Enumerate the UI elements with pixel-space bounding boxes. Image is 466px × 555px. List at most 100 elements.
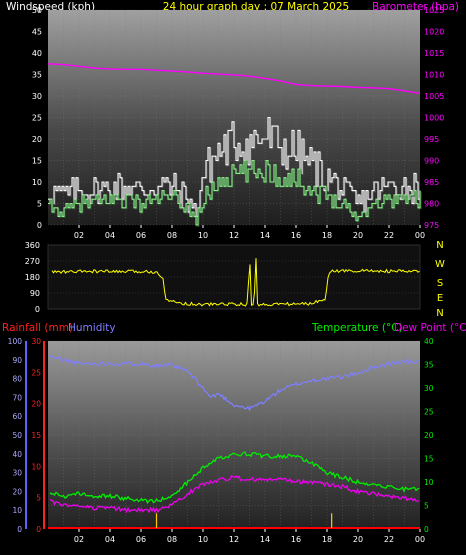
- y-right-tick-label: 990: [424, 157, 439, 166]
- humidity-tick-label: 0: [17, 525, 22, 534]
- temp-tick-label: 0: [424, 525, 429, 534]
- x-tick-label: 14: [260, 231, 270, 240]
- rain-tick-label: 15: [31, 431, 41, 440]
- compass-label: W: [435, 259, 445, 270]
- y-right-tick-label: 980: [424, 200, 439, 209]
- temp-tick-label: 20: [424, 431, 434, 440]
- x-tick-label: 18: [322, 231, 332, 240]
- humidity-tick-label: 90: [12, 356, 22, 365]
- y-right-tick-label: 975: [424, 221, 439, 230]
- humidity-line: [49, 354, 420, 412]
- y-right-tick-label: 1000: [424, 114, 444, 123]
- x-tick-label: 20: [353, 231, 363, 240]
- y-left-tick-label: 50: [32, 6, 42, 15]
- x-tick-label: 04: [105, 231, 115, 240]
- y-right-tick-label: 1025: [424, 6, 444, 15]
- x-tick-label: 02: [74, 535, 84, 544]
- y-right-tick-label: 1010: [424, 71, 444, 80]
- x-tick-label: 00: [415, 231, 425, 240]
- humidity-tick-label: 10: [12, 506, 22, 515]
- humidity-label: Humidity: [68, 322, 116, 334]
- panel3-axes: 0102030405060708090100051015202530051015…: [8, 337, 434, 544]
- x-tick-label: 04: [105, 535, 115, 544]
- barometer-line: [47, 63, 421, 95]
- y-left-tick-label: 45: [32, 28, 42, 37]
- humidity-tick-label: 20: [12, 487, 22, 496]
- direction-tick-label: 0: [35, 305, 40, 314]
- compass-label: N: [436, 240, 443, 251]
- rain-tick-label: 10: [31, 462, 41, 471]
- humidity-tick-label: 50: [12, 431, 22, 440]
- direction-tick-label: 270: [25, 257, 40, 266]
- rain-tick-label: 5: [36, 494, 41, 503]
- y-left-tick-label: 5: [37, 200, 42, 209]
- x-tick-label: 06: [136, 231, 146, 240]
- wind-shadow: [49, 160, 422, 227]
- panel2-series: [51, 258, 420, 307]
- y-left-tick-label: 20: [32, 135, 42, 144]
- x-tick-label: 00: [415, 535, 425, 544]
- dewpoint-line: [49, 474, 420, 514]
- temp-tick-label: 5: [424, 502, 429, 511]
- temp-tick-label: 10: [424, 478, 434, 487]
- x-tick-label: 12: [229, 231, 239, 240]
- x-tick-label: 16: [291, 535, 301, 544]
- temperature-line: [49, 451, 420, 505]
- y-left-tick-label: 10: [32, 178, 42, 187]
- y-left-tick-label: 15: [32, 157, 42, 166]
- wind-line: [48, 159, 421, 226]
- wind-barometer-panel: 0510152025303540455097598098599099510001…: [32, 6, 445, 240]
- temp-tick-label: 15: [424, 455, 434, 464]
- direction-tick-label: 90: [30, 289, 40, 298]
- y-right-tick-label: 985: [424, 178, 439, 187]
- direction-line: [51, 258, 420, 307]
- temp-humidity-panel: 0102030405060708090100051015202530051015…: [8, 337, 434, 544]
- y-left-tick-label: 0: [37, 221, 42, 230]
- temperature-label: Temperature (°C): [311, 322, 403, 334]
- x-tick-label: 06: [136, 535, 146, 544]
- humidity-tick-label: 80: [12, 375, 22, 384]
- dewpoint-label: Dew Point (°C): [394, 322, 466, 334]
- panel1-series: [47, 63, 422, 227]
- humidity-tick-label: 100: [8, 337, 23, 346]
- direction-tick-label: 180: [25, 273, 40, 282]
- compass-label: S: [437, 278, 443, 289]
- x-tick-label: 20: [353, 535, 363, 544]
- direction-tick-label: 360: [25, 241, 40, 250]
- x-tick-label: 18: [322, 535, 332, 544]
- rain-tick-label: 30: [31, 337, 41, 346]
- y-left-tick-label: 30: [32, 92, 42, 101]
- x-tick-label: 10: [198, 231, 208, 240]
- y-right-tick-label: 1015: [424, 49, 444, 58]
- x-tick-label: 08: [167, 231, 177, 240]
- y-right-tick-label: 1005: [424, 92, 444, 101]
- gust-line: [48, 116, 421, 217]
- y-right-tick-label: 1020: [424, 28, 444, 37]
- y-left-tick-label: 40: [32, 49, 42, 58]
- temp-tick-label: 35: [424, 361, 434, 370]
- rain-tick-label: 0: [36, 525, 41, 534]
- panel3-series: [48, 354, 420, 529]
- humidity-tick-label: 60: [12, 412, 22, 421]
- compass-label: E: [437, 293, 443, 304]
- x-tick-label: 12: [229, 535, 239, 544]
- x-tick-label: 10: [198, 535, 208, 544]
- y-left-tick-label: 25: [32, 114, 42, 123]
- x-tick-label: 22: [384, 231, 394, 240]
- x-tick-label: 16: [291, 231, 301, 240]
- humidity-tick-label: 70: [12, 393, 22, 402]
- humidity-tick-label: 40: [12, 450, 22, 459]
- x-tick-label: 22: [384, 535, 394, 544]
- y-left-tick-label: 35: [32, 71, 42, 80]
- temp-tick-label: 25: [424, 408, 434, 417]
- y-right-tick-label: 995: [424, 135, 439, 144]
- x-tick-label: 02: [74, 231, 84, 240]
- rain-tick-label: 25: [31, 368, 41, 377]
- panel2-grid: [48, 244, 420, 310]
- temp-tick-label: 40: [424, 337, 434, 346]
- temp-tick-label: 30: [424, 384, 434, 393]
- rain-tick-label: 20: [31, 400, 41, 409]
